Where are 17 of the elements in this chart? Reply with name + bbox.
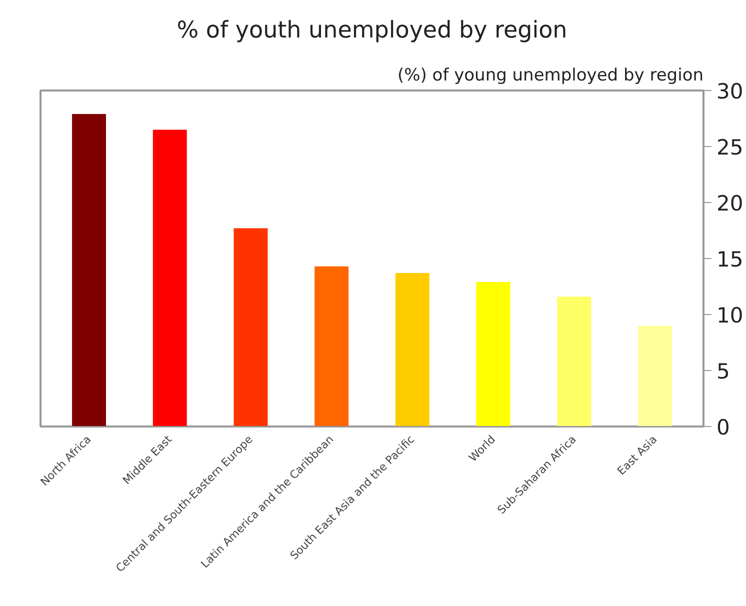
y-tick-label: 15 — [716, 248, 744, 272]
bar — [476, 282, 510, 426]
bar — [152, 130, 187, 426]
y-tick-label: 30 — [716, 80, 744, 104]
y-tick-label: 20 — [716, 192, 744, 216]
y-tick-label: 5 — [716, 360, 730, 384]
chart-title: % of youth unemployed by region — [176, 18, 568, 44]
bar — [314, 266, 349, 426]
bar — [234, 228, 268, 426]
y-tick-label: 10 — [716, 304, 744, 328]
y-tick-label: 0 — [716, 416, 730, 440]
y-tick-label: 25 — [716, 136, 744, 160]
bar — [395, 273, 430, 426]
bar — [557, 296, 592, 426]
bar — [72, 114, 106, 426]
bar — [638, 326, 672, 426]
y-axis-title: (%) of young unemployed by region — [397, 66, 704, 86]
